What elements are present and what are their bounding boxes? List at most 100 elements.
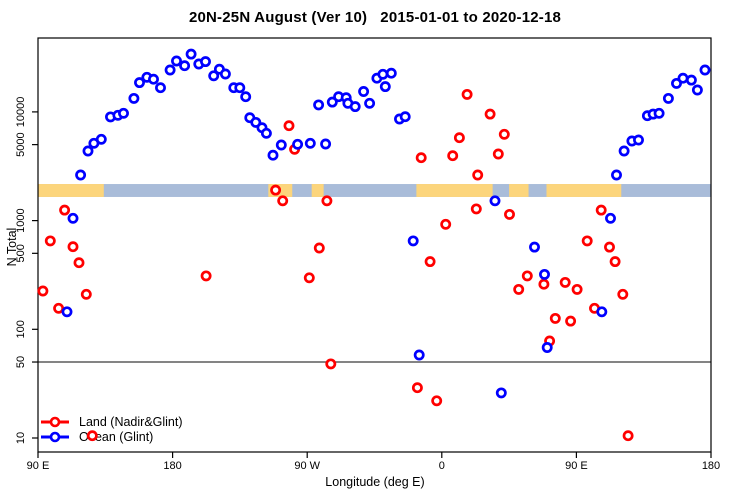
ocean-data-point [141, 71, 153, 83]
ocean-data-point [134, 77, 145, 89]
legend-label-ocean: Ocean (Glint) [79, 429, 154, 444]
ocean-series-marker-icon [41, 431, 69, 442]
ocean-data-point [250, 116, 262, 128]
ocean-data-point [539, 268, 550, 280]
map-band-land-segment [546, 184, 622, 197]
ocean-data-point [228, 82, 240, 94]
land-data-point [538, 278, 550, 290]
ocean-data-point [148, 73, 159, 85]
ocean-data-point [234, 82, 246, 94]
land-data-point [283, 120, 295, 132]
legend-item-ocean: Ocean (Glint) [40, 429, 183, 444]
ocean-data-point [313, 99, 325, 111]
land-data-point [581, 235, 593, 247]
ocean-data-point [179, 60, 191, 72]
land-data-point [424, 256, 436, 268]
ocean-data-point [88, 137, 100, 149]
ocean-data-point [193, 58, 205, 70]
y-axis-label: N Total [5, 227, 19, 267]
land-data-point [73, 257, 85, 269]
ocean-data-point [377, 68, 389, 80]
ocean-data-point [495, 387, 507, 399]
land-data-point [622, 430, 634, 442]
land-data-point [80, 288, 92, 300]
map-band-land-segment [311, 184, 324, 197]
ocean-data-point [256, 122, 268, 134]
ocean-data-point [95, 133, 107, 145]
land-data-point [440, 218, 452, 230]
ocean-data-point [489, 195, 501, 207]
ocean-data-point [407, 235, 419, 247]
x-axis-label: Longitude (deg E) [325, 475, 425, 489]
land-data-point [498, 128, 510, 140]
ocean-data-point [340, 92, 352, 104]
x-tick-label: 0 [439, 460, 445, 472]
x-tick-label: 90 W [294, 460, 320, 472]
land-data-point [270, 184, 282, 196]
x-tick-label: 90 E [27, 460, 50, 472]
map-band-ocean [38, 184, 711, 197]
ocean-data-point [61, 306, 73, 318]
ocean-data-point [605, 212, 616, 224]
x-tick-label: 180 [702, 460, 720, 472]
ocean-data-point [304, 137, 316, 149]
land-data-point [313, 242, 325, 254]
ocean-data-point [364, 97, 376, 109]
land-data-point [504, 208, 515, 220]
ocean-data-point [275, 139, 287, 151]
land-data-point [37, 285, 49, 297]
ocean-data-point [185, 48, 197, 60]
land-data-point [559, 276, 571, 288]
ocean-data-point [219, 68, 231, 80]
land-data-point [470, 203, 482, 215]
ocean-data-point [292, 138, 304, 150]
ocean-data-point [128, 92, 140, 104]
ocean-data-point [541, 342, 553, 353]
ocean-data-point [691, 84, 703, 96]
land-data-point [549, 312, 561, 324]
ocean-data-point [699, 64, 711, 76]
ocean-data-point [633, 134, 644, 146]
ocean-data-point [685, 74, 697, 86]
plot-box [37, 37, 712, 453]
land-data-point [321, 195, 333, 207]
map-band-land-segment [416, 184, 493, 197]
ocean-data-point [611, 169, 622, 181]
ocean-data-point [671, 77, 682, 89]
ocean-data-point [618, 145, 630, 157]
land-data-point [595, 204, 607, 216]
ocean-data-point [267, 149, 279, 161]
ocean-data-point [260, 127, 272, 139]
land-data-point [544, 335, 556, 347]
y-tick-label: 10000 [15, 97, 27, 128]
land-data-point [565, 315, 577, 327]
chart-title: 20N-25N August (Ver 10) 2015-01-01 to 20… [188, 9, 562, 26]
ocean-data-point [208, 70, 220, 82]
x-tick-label: 180 [163, 460, 181, 472]
ocean-data-point [240, 91, 252, 103]
land-data-point [411, 382, 423, 394]
land-data-point [513, 283, 525, 295]
ocean-data-point [67, 212, 79, 224]
land-data-point [431, 395, 443, 407]
ocean-data-point [358, 86, 370, 97]
land-data-point [461, 88, 473, 100]
ocean-data-point [379, 81, 391, 93]
land-data-point [59, 204, 71, 216]
y-tick-label: 50 [15, 356, 27, 368]
ocean-data-point [647, 108, 659, 120]
ocean-data-point [342, 97, 354, 109]
map-band-land-segment [38, 184, 104, 197]
ocean-data-point [320, 138, 332, 150]
land-data-point [303, 272, 315, 284]
ocean-data-point [394, 113, 405, 125]
land-data-point [571, 283, 583, 295]
ocean-data-point [677, 72, 689, 84]
land-data-point [453, 132, 465, 144]
y-tick-label: 5000 [15, 132, 27, 156]
y-tick-label: 10 [15, 432, 27, 444]
ocean-data-point [333, 91, 345, 103]
land-data-point [53, 302, 65, 314]
ocean-data-point [171, 55, 182, 67]
ocean-data-point [385, 67, 397, 79]
